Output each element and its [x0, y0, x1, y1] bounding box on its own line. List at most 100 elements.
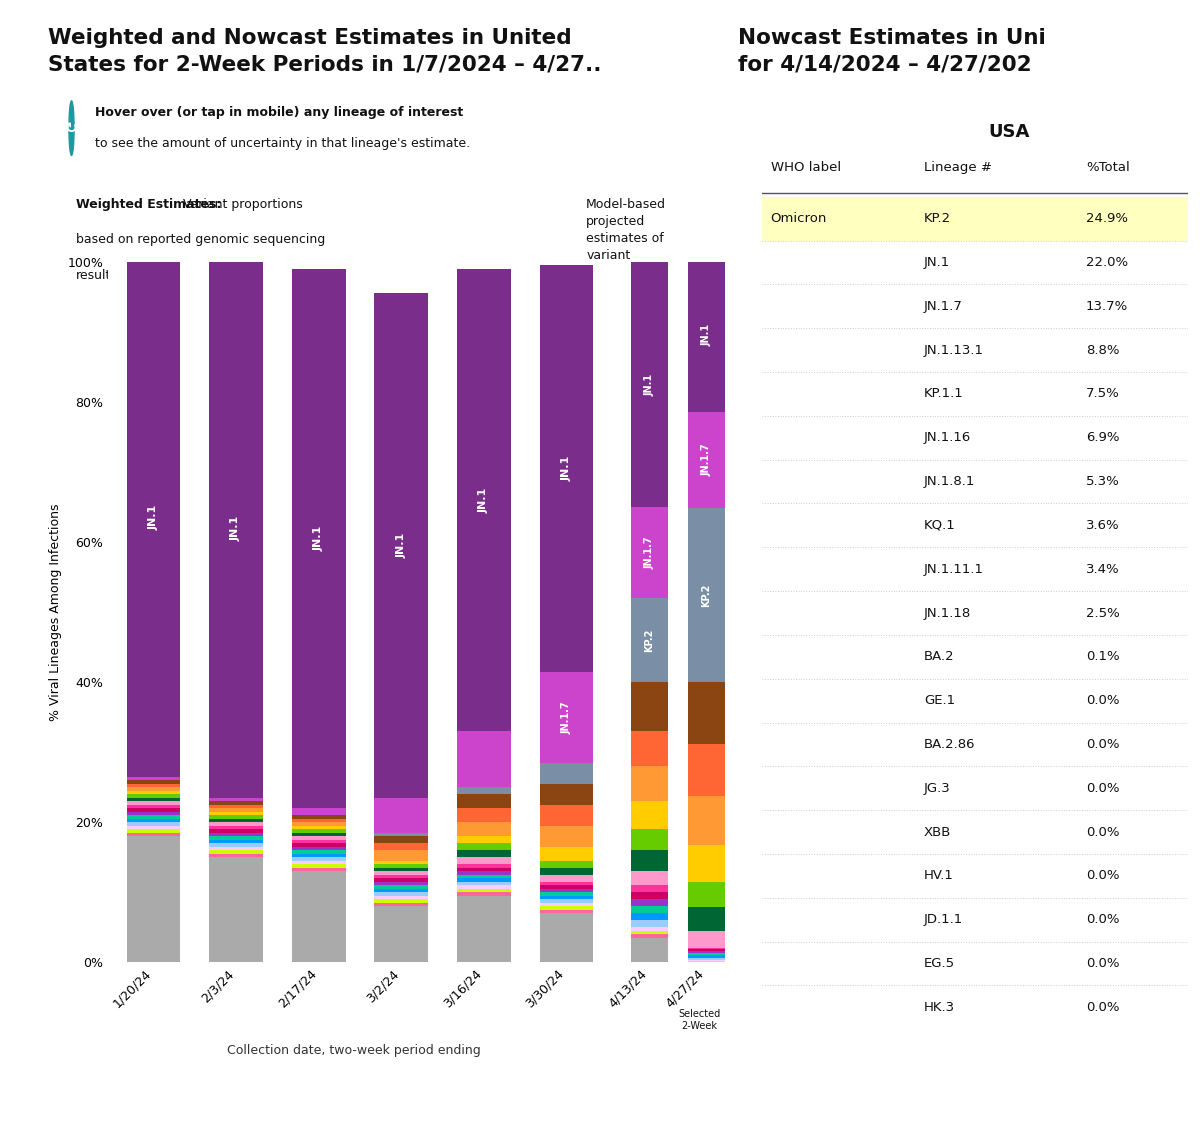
Text: 0.0%: 0.0% — [1086, 826, 1120, 838]
Bar — [631, 934, 668, 937]
Text: BA.2.86: BA.2.86 — [924, 738, 976, 751]
Bar — [457, 787, 511, 794]
Bar — [540, 265, 594, 672]
Bar — [292, 836, 346, 839]
Text: USA: USA — [989, 123, 1030, 140]
Bar — [126, 259, 180, 777]
Bar — [631, 871, 668, 885]
Bar — [209, 822, 263, 826]
Bar — [457, 875, 511, 878]
FancyBboxPatch shape — [762, 722, 1188, 767]
Bar — [292, 269, 346, 809]
FancyBboxPatch shape — [762, 372, 1188, 416]
Bar — [374, 865, 428, 868]
Bar — [540, 805, 594, 826]
Bar — [631, 851, 668, 871]
Text: 24.9%: 24.9% — [1086, 212, 1128, 226]
Text: Nowcast Estimates in Uni
for 4/14/2024 – 4/27/202: Nowcast Estimates in Uni for 4/14/2024 –… — [738, 28, 1045, 74]
Bar — [631, 937, 668, 962]
Bar — [126, 816, 180, 819]
Bar — [457, 871, 511, 875]
Bar — [292, 868, 346, 871]
Bar — [292, 822, 346, 826]
Bar — [126, 787, 180, 790]
FancyBboxPatch shape — [762, 767, 1188, 810]
Bar — [457, 851, 511, 858]
Text: Weighted and Nowcast Estimates in United
States for 2-Week Periods in 1/7/2024 –: Weighted and Nowcast Estimates in United… — [48, 28, 601, 74]
Bar — [457, 794, 511, 809]
Bar — [631, 829, 668, 851]
Bar — [631, 927, 668, 931]
Text: BA.2: BA.2 — [924, 650, 954, 663]
Bar — [292, 843, 346, 847]
Bar — [457, 809, 511, 822]
Text: JN.1: JN.1 — [702, 323, 712, 346]
Bar — [374, 851, 428, 861]
Bar — [631, 900, 668, 907]
Bar — [457, 269, 511, 731]
Bar — [209, 847, 263, 851]
Bar — [374, 882, 428, 885]
Bar — [126, 802, 180, 805]
Text: 13.7%: 13.7% — [1086, 300, 1128, 313]
Bar — [688, 508, 725, 682]
Bar — [209, 836, 263, 839]
Bar — [126, 822, 180, 826]
FancyBboxPatch shape — [762, 197, 1188, 240]
Bar — [540, 826, 594, 847]
Bar — [631, 598, 668, 682]
FancyBboxPatch shape — [762, 810, 1188, 854]
Bar — [209, 843, 263, 847]
Bar — [126, 797, 180, 802]
FancyBboxPatch shape — [762, 679, 1188, 722]
Bar — [540, 903, 594, 907]
Bar — [126, 780, 180, 784]
Text: JN.1: JN.1 — [149, 505, 158, 531]
Bar — [292, 871, 346, 962]
Bar — [209, 851, 263, 854]
Bar — [631, 262, 668, 507]
Bar — [374, 871, 428, 875]
Bar — [457, 865, 511, 868]
Text: JN.1.7: JN.1.7 — [644, 536, 654, 570]
Bar — [540, 893, 594, 896]
Bar — [457, 843, 511, 851]
Bar — [209, 829, 263, 833]
Text: JN.1.7: JN.1.7 — [924, 300, 962, 313]
Text: HV.1: HV.1 — [924, 869, 954, 883]
Bar — [688, 412, 725, 508]
Bar — [688, 951, 725, 953]
Text: JN.1.8.1: JN.1.8.1 — [924, 475, 976, 489]
Bar — [688, 931, 725, 949]
FancyBboxPatch shape — [762, 854, 1188, 898]
Bar — [631, 767, 668, 802]
Bar — [688, 958, 725, 960]
Bar — [374, 888, 428, 893]
Bar — [457, 888, 511, 893]
Text: KQ.1: KQ.1 — [924, 519, 955, 532]
Text: Weighted Estimates:: Weighted Estimates: — [76, 197, 221, 211]
Bar — [374, 797, 428, 833]
Text: JN.1: JN.1 — [924, 256, 950, 269]
FancyBboxPatch shape — [762, 285, 1188, 328]
Bar — [540, 784, 594, 805]
Bar — [688, 744, 725, 796]
Bar — [292, 839, 346, 843]
Text: %Total: %Total — [1086, 161, 1129, 174]
Bar — [540, 913, 594, 962]
Text: based on reported genomic sequencing: based on reported genomic sequencing — [76, 233, 325, 246]
Bar — [540, 900, 594, 903]
Bar — [374, 836, 428, 843]
Bar — [631, 885, 668, 893]
Bar — [209, 797, 263, 802]
Text: results: results — [76, 269, 118, 281]
Text: EG.5: EG.5 — [924, 957, 955, 970]
Bar — [457, 822, 511, 836]
Bar — [209, 809, 263, 812]
Text: 3.6%: 3.6% — [1086, 519, 1120, 532]
Bar — [209, 819, 263, 822]
Bar — [126, 829, 180, 833]
Bar — [292, 809, 346, 816]
Text: JN.1: JN.1 — [644, 374, 654, 395]
Bar — [292, 858, 346, 861]
